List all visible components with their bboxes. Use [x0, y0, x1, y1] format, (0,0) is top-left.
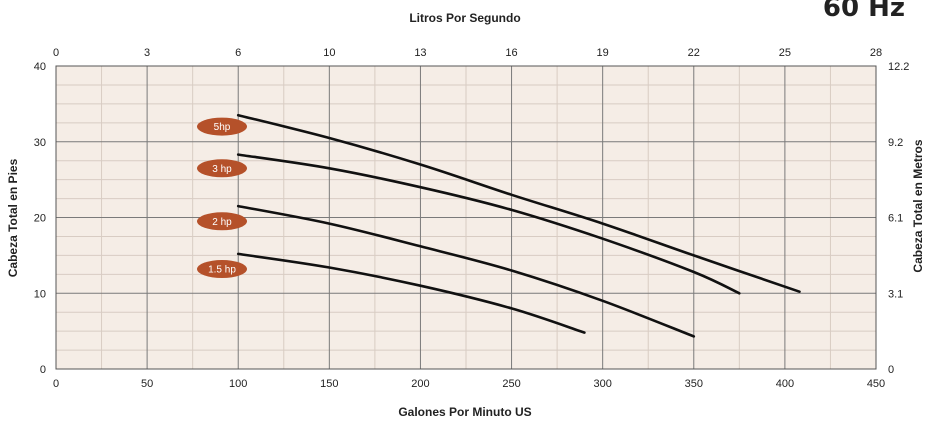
y-tick-label: 0 — [40, 364, 46, 376]
y2-tick-label: 6.1 — [888, 213, 903, 225]
x2-axis-title: Litros Por Segundo — [409, 11, 520, 25]
x-tick-label: 400 — [776, 378, 794, 390]
x-tick-label: 450 — [867, 378, 885, 390]
y-tick-label: 10 — [34, 288, 46, 300]
x2-tick-label: 22 — [688, 47, 700, 59]
corner-label: 60 Hz — [823, 0, 905, 23]
badge-label-5hp: 5hp — [214, 122, 231, 133]
x-axis-title: Galones Por Minuto US — [398, 405, 531, 419]
x-tick-label: 250 — [502, 378, 520, 390]
curve-1-5-hp — [236, 252, 586, 334]
x-tick-label: 100 — [229, 378, 247, 390]
curve-3-hp — [236, 153, 741, 295]
y2-tick-label: 0 — [888, 364, 894, 376]
y2-tick-label: 12.2 — [888, 61, 909, 73]
x-tick-label: 350 — [685, 378, 703, 390]
x-tick-label: 0 — [53, 378, 59, 390]
badge-1-5-hp — [197, 260, 247, 279]
x2-tick-label: 25 — [779, 47, 791, 59]
grid — [56, 66, 876, 369]
y-tick-label: 30 — [34, 137, 46, 149]
badge-label-3-hp: 3 hp — [212, 164, 232, 175]
curve-2-hp — [236, 204, 696, 338]
badge-3-hp — [197, 159, 247, 178]
x-tick-label: 200 — [411, 378, 429, 390]
y2-axis-title: Cabeza Total en Metros — [911, 139, 925, 272]
x-tick-label: 300 — [593, 378, 611, 390]
y2-tick-label: 9.2 — [888, 137, 903, 149]
x2-tick-label: 6 — [235, 47, 241, 59]
y-axis-title: Cabeza Total en Pies — [6, 158, 20, 277]
curve-5hp — [236, 113, 801, 293]
badge-label-2-hp: 2 hp — [212, 217, 232, 228]
y-tick-label: 40 — [34, 61, 46, 73]
plot-frame — [55, 65, 877, 370]
x2-tick-label: 16 — [505, 47, 517, 59]
badge-label-1-5-hp: 1.5 hp — [208, 265, 236, 276]
y-tick-label: 20 — [34, 213, 46, 225]
x2-tick-label: 10 — [323, 47, 335, 59]
x2-tick-label: 28 — [870, 47, 882, 59]
badge-2-hp — [197, 212, 247, 231]
x2-tick-label: 0 — [53, 47, 59, 59]
curves — [236, 113, 801, 338]
badge-5hp — [197, 117, 247, 136]
x2-tick-label: 3 — [144, 47, 150, 59]
x-tick-label: 150 — [320, 378, 338, 390]
curve-badges: 5hp 3 hp 2 hp 1.5 hp — [197, 117, 247, 279]
x2-tick-label: 13 — [414, 47, 426, 59]
x2-tick-label: 19 — [597, 47, 609, 59]
y2-tick-label: 3.1 — [888, 288, 903, 300]
x-tick-label: 50 — [141, 378, 153, 390]
